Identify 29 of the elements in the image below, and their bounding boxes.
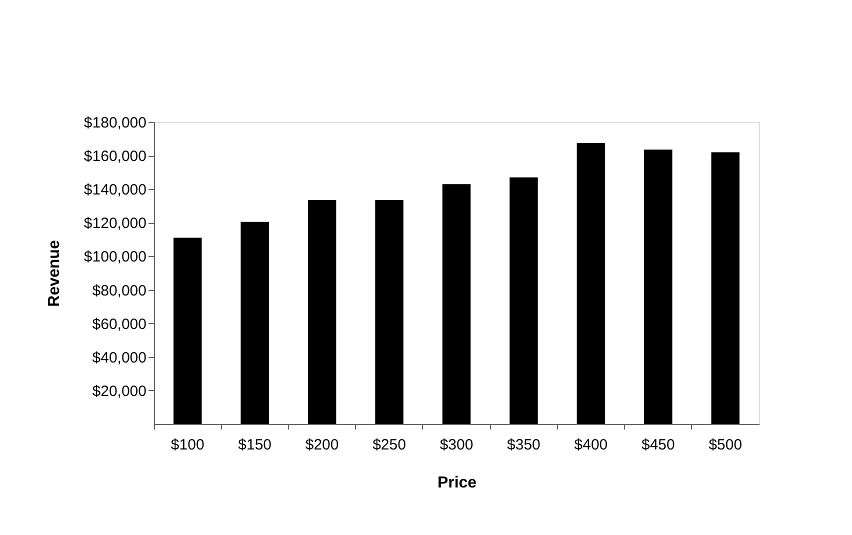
y-tick-label: $100,000 <box>84 248 146 266</box>
bar <box>644 150 672 424</box>
x-tick-label: $450 <box>641 436 675 454</box>
y-tick-label: $140,000 <box>84 182 146 199</box>
y-axis-title: Revenue <box>46 240 63 307</box>
bar <box>308 200 336 424</box>
bar <box>240 222 269 424</box>
x-axis-title: Price <box>437 474 477 492</box>
x-tick-label: $250 <box>372 436 406 454</box>
y-tick-label: $180,000 <box>84 114 146 132</box>
x-tick-label: $150 <box>238 436 272 454</box>
x-tick-label: $400 <box>574 436 608 454</box>
x-tick-label: $500 <box>708 436 742 454</box>
x-tick-label: $300 <box>440 436 474 454</box>
y-tick-label: $20,000 <box>92 382 146 400</box>
x-tick-label: $350 <box>507 436 540 454</box>
x-tick-label: $100 <box>170 436 204 454</box>
bar <box>442 184 471 424</box>
bar <box>510 177 538 424</box>
y-tick-label: $80,000 <box>92 282 146 300</box>
y-tick-label: $120,000 <box>84 215 146 232</box>
x-tick-label: $200 <box>305 436 339 454</box>
bar <box>173 238 202 424</box>
bar <box>711 152 740 424</box>
y-tick-label: $60,000 <box>92 316 146 333</box>
y-tick-label: $40,000 <box>92 349 146 366</box>
bar <box>375 200 404 424</box>
bar <box>576 142 606 424</box>
y-tick-label: $160,000 <box>84 148 146 166</box>
